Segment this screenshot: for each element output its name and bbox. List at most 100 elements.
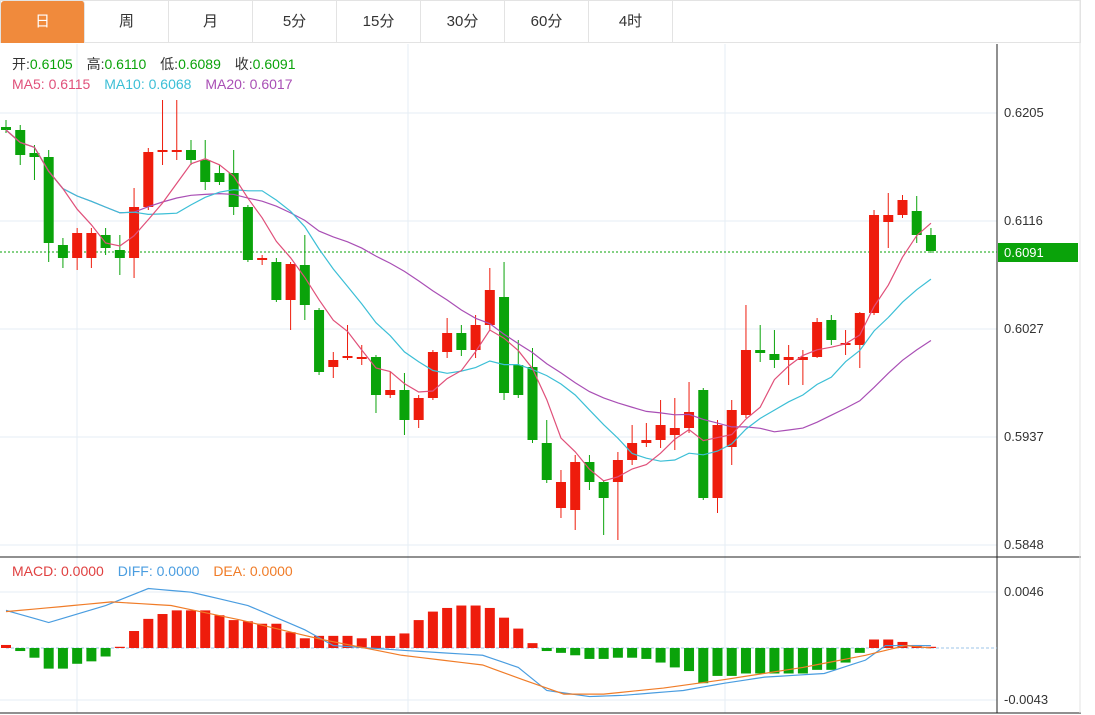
candle-down (698, 390, 709, 498)
macd-bar (797, 648, 808, 674)
macd-bar (399, 633, 410, 648)
macd-bar (740, 648, 751, 674)
candle-up (342, 356, 353, 358)
candle-up (427, 352, 438, 398)
candle-up (854, 313, 865, 345)
candle-up (442, 333, 453, 352)
tab-15min[interactable]: 15分 (337, 1, 421, 43)
tab-4hour[interactable]: 4时 (589, 1, 673, 43)
candle-down (499, 297, 510, 393)
candle-up (328, 360, 339, 367)
high-value: 0.6110 (104, 56, 147, 72)
candle-down (57, 245, 68, 258)
macd-bar (214, 615, 225, 648)
macd-bar (314, 635, 325, 648)
macd-bar (129, 631, 140, 648)
candle-up (669, 428, 680, 435)
tab-week[interactable]: 周 (85, 1, 169, 43)
macd-bar (271, 623, 282, 648)
tab-60min[interactable]: 60分 (505, 1, 589, 43)
candle-down (242, 207, 253, 260)
macd-bar (726, 648, 737, 676)
candle-up (285, 264, 296, 300)
macd-bar (698, 648, 709, 684)
macd-bar (86, 648, 97, 662)
macd-bar (157, 614, 168, 648)
macd-bar (413, 620, 424, 648)
price-tick: 0.6205 (1004, 105, 1044, 120)
current-price-label: 0.6091 (998, 243, 1078, 262)
macd-tick: -0.0043 (1004, 692, 1049, 707)
candle-down (584, 462, 595, 482)
candle-up (726, 410, 737, 447)
macd-bar (15, 648, 26, 652)
macd-bar (342, 635, 353, 648)
macd-bar (641, 648, 652, 659)
candle-down (826, 320, 837, 340)
macd-bar (684, 648, 695, 672)
diff-value: DIFF: 0.0000 (117, 563, 200, 579)
candle-down (1, 127, 11, 130)
diff-line (5, 587, 931, 698)
ma20-line (5, 129, 932, 433)
candle-up (171, 150, 182, 152)
macd-bar (171, 610, 182, 648)
candle-down (370, 357, 381, 395)
macd-bar (499, 617, 510, 648)
candle-up (641, 440, 652, 443)
macd-bar (513, 628, 524, 648)
ma-info: MA5: 0.6115 MA10: 0.6068 MA20: 0.6017 (12, 76, 302, 92)
dea-value: DEA: 0.0000 (213, 563, 293, 579)
macd-bar (257, 623, 268, 648)
candle-up (897, 200, 908, 215)
candle-down (185, 150, 196, 160)
ma5-value: MA5: 0.6115 (12, 76, 91, 92)
macd-value: MACD: 0.0000 (12, 563, 104, 579)
macd-bar (185, 610, 196, 648)
macd-bar (242, 621, 253, 648)
candle-down (100, 235, 111, 248)
candle-down (114, 250, 125, 258)
macd-bar (29, 648, 40, 658)
high-label: 高: (86, 56, 105, 72)
ohlc-info: 开:0.6105 高:0.6110 低:0.6089 收:0.6091 (12, 54, 306, 74)
macd-bar (627, 648, 638, 658)
macd-bar (655, 648, 666, 663)
candle-down (299, 265, 310, 305)
macd-bar (812, 648, 823, 670)
macd-bar (43, 648, 54, 669)
close-label: 收: (234, 56, 253, 72)
macd-bar (570, 648, 581, 656)
candle-down (200, 160, 211, 182)
low-label: 低: (160, 56, 179, 72)
candle-down (456, 333, 467, 350)
macd-bar (826, 648, 837, 670)
ma10-value: MA10: 0.6068 (104, 76, 192, 92)
macd-bar (612, 648, 623, 658)
macd-bar (456, 605, 467, 648)
macd-bar (442, 607, 453, 648)
candle-down (271, 262, 282, 300)
tab-30min[interactable]: 30分 (421, 1, 505, 43)
macd-bar (755, 648, 766, 674)
macd-bar (385, 635, 396, 648)
macd-bar (200, 610, 211, 648)
candle-up (684, 412, 695, 428)
macd-bar (527, 643, 538, 648)
macd-bar (370, 635, 381, 648)
candle-up (812, 322, 823, 357)
macd-bar (712, 648, 723, 676)
macd-bar (669, 648, 680, 668)
candle-up (72, 233, 83, 258)
candle-down (513, 365, 524, 395)
dea-line (5, 601, 932, 695)
tab-month[interactable]: 月 (169, 1, 253, 43)
tab-5min[interactable]: 5分 (253, 1, 337, 43)
macd-bar (484, 607, 495, 648)
tab-day[interactable]: 日 (1, 1, 85, 43)
macd-bar (584, 648, 595, 659)
candle-up (627, 443, 638, 460)
candle-up (740, 350, 751, 415)
macd-bar (57, 648, 68, 669)
